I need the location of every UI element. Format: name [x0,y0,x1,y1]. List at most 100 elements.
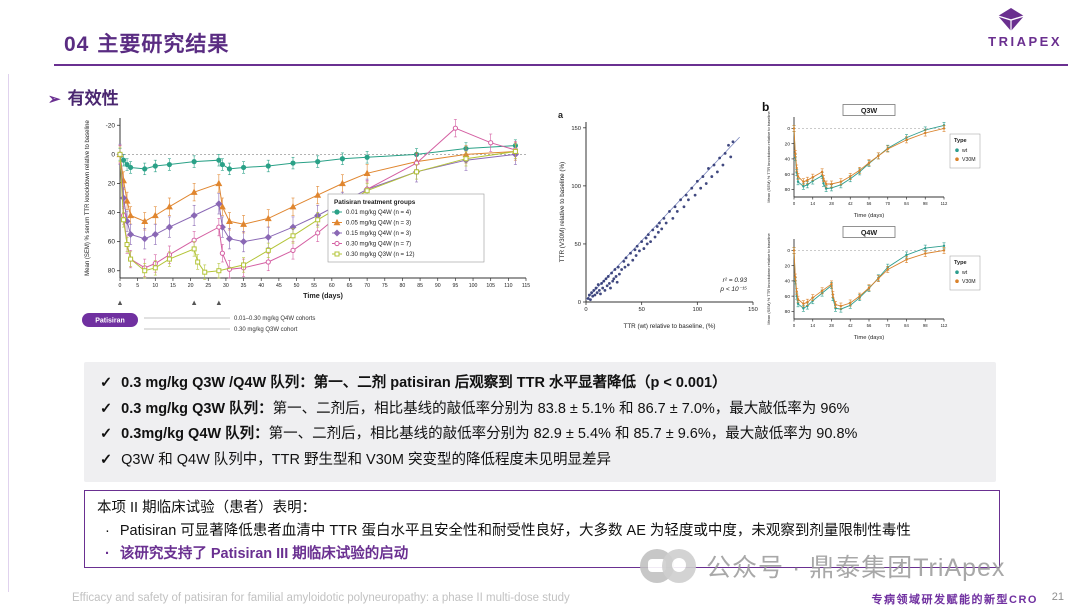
conclusion-item: · Patisiran 可显著降低患者血清中 TTR 蛋白水平且安全性和耐受性良好… [97,520,987,543]
svg-text:20: 20 [108,180,116,187]
svg-text:0.30 mg/kg Q4W (n = 7): 0.30 mg/kg Q4W (n = 7) [346,241,411,248]
svg-text:60: 60 [108,239,116,246]
svg-text:50: 50 [575,242,581,248]
svg-text:115: 115 [522,283,530,289]
svg-text:28: 28 [829,201,834,206]
svg-text:Patisiran treatment groups: Patisiran treatment groups [334,199,416,206]
page-title: 04 主要研究结果 [64,28,229,58]
finding-cohort: 0.3mg/kg Q4W 队列： [121,426,269,442]
svg-text:80: 80 [400,283,406,289]
svg-text:110: 110 [504,283,512,289]
svg-text:0.30 mg/kg Q3W (n = 12): 0.30 mg/kg Q3W (n = 12) [346,251,415,258]
svg-text:98: 98 [923,323,928,328]
svg-text:28: 28 [829,323,834,328]
check-icon: ✓ [100,451,113,468]
svg-text:0: 0 [793,201,796,206]
svg-text:Type: Type [954,138,967,144]
watermark: 公众号 · 鼎泰集团TriApex [640,548,1005,584]
svg-text:40: 40 [108,210,116,217]
finding-item: ✓ 0.3 mg/kg Q3W 队列：第一、二剂后，相比基线的敲低率分别为 83.… [100,397,980,423]
svg-text:25: 25 [205,283,211,289]
svg-text:150: 150 [748,307,758,313]
svg-text:75: 75 [382,283,388,289]
svg-text:100: 100 [469,283,478,289]
svg-text:50: 50 [294,283,300,289]
svg-text:30: 30 [223,283,229,289]
finding-text: 第一、二剂 patisiran 后观察到 TTR 水平显著降低（p < 0.00… [313,375,727,391]
svg-text:40: 40 [785,157,791,163]
svg-text:70: 70 [885,323,890,328]
q3w-q4w-genotype-panels: b Q3W 0 20 40 60 80 0 14 28 42 56 70 84 98 112 Type wt V3… [762,100,982,346]
svg-text:14: 14 [810,201,815,206]
page-number: 21 [1051,591,1064,603]
svg-text:95: 95 [453,283,459,289]
svg-text:14: 14 [810,323,815,328]
svg-text:98: 98 [923,201,928,206]
svg-text:Mean (SEM) % serum TTR knockdo: Mean (SEM) % serum TTR knockdown relativ… [85,120,91,276]
svg-text:r² = 0.93: r² = 0.93 [723,277,748,284]
svg-text:50: 50 [638,307,644,313]
svg-text:Patisiran: Patisiran [95,318,125,325]
conclusion-text: Patisiran 可显著降低患者血清中 TTR 蛋白水平且安全性和耐受性良好，… [119,523,911,539]
svg-text:a: a [558,110,564,120]
svg-text:40: 40 [258,283,264,289]
svg-text:84: 84 [904,201,909,206]
svg-text:45: 45 [276,283,282,289]
header-divider [54,64,1068,66]
svg-text:wt: wt [962,270,968,276]
finding-item: ✓ Q3W 和 Q4W 队列中，TTR 野生型和 V30M 突变型的降低程度未见明… [100,448,980,474]
logo-text: TRIAPEX [988,34,1062,49]
arrow-icon: ➢ [48,91,61,108]
svg-text:20: 20 [785,141,791,147]
svg-text:Time (days): Time (days) [303,291,343,300]
svg-text:0: 0 [119,283,122,289]
section-label: 有效性 [67,89,119,108]
svg-text:60: 60 [785,172,791,178]
svg-text:60: 60 [785,294,791,300]
panel-b-label: b [762,100,770,114]
svg-text:84: 84 [904,323,909,328]
svg-text:TTR (wt) relative to baseline,: TTR (wt) relative to baseline, (%) [623,323,715,330]
svg-text:Q4W: Q4W [861,228,878,237]
triapex-diamond-icon [997,8,1025,31]
svg-text:Q3W: Q3W [861,106,878,115]
svg-text:85: 85 [417,283,423,289]
svg-text:0.30 mg/kg Q3W cohort: 0.30 mg/kg Q3W cohort [234,327,298,333]
ttr-knockdown-dose-response-chart: -20 0 20 40 60 80 0 5 10 15 20 25 30 35 40 45 50 55 60 65 70… [80,108,532,352]
svg-text:0: 0 [584,307,587,313]
svg-text:0.15 mg/kg Q4W (n = 3): 0.15 mg/kg Q4W (n = 3) [346,230,411,237]
svg-text:15: 15 [170,283,176,289]
svg-text:0: 0 [793,323,796,328]
svg-text:56: 56 [867,201,872,206]
svg-text:0.01–0.30 mg/kg Q4W cohorts: 0.01–0.30 mg/kg Q4W cohorts [234,316,315,322]
bullet-icon: · [105,523,110,539]
finding-item: ✓ 0.3 mg/kg Q3W /Q4W 队列：第一、二剂 patisiran 后… [100,371,980,397]
official-account-icon [662,549,696,583]
svg-text:Mean (SEM) % TTR knockdown rel: Mean (SEM) % TTR knockdown relative to b… [766,232,771,324]
svg-text:5: 5 [136,283,139,289]
finding-text: Q3W 和 Q4W 队列中，TTR 野生型和 V30M 突变型的降低程度未见明显… [121,451,611,468]
svg-text:-20: -20 [106,122,116,129]
svg-text:Time (days): Time (days) [854,335,884,341]
svg-text:10: 10 [152,283,158,289]
svg-text:wt: wt [962,148,968,154]
svg-text:90: 90 [435,283,441,289]
section-number: 04 [64,33,90,56]
svg-text:112: 112 [941,201,948,206]
finding-text: 第一、二剂后，相比基线的敲低率分别为 83.8 ± 5.1% 和 86.7 ± … [272,400,850,417]
reference-citation: Efficacy and safety of patisiran for fam… [72,592,570,604]
svg-text:42: 42 [848,201,853,206]
svg-text:100: 100 [692,307,702,313]
triapex-logo: TRIAPEX [988,8,1062,49]
finding-item: ✓ 0.3mg/kg Q4W 队列：第一、二剂后，相比基线的敲低率分别为 82.9… [100,422,980,448]
section-heading: ➢ 有效性 [48,84,119,109]
conclusion-item-highlighted: · 该研究支持了 Patisiran III 期临床试验的启动 [97,543,987,566]
finding-cohort: 0.3 mg/kg Q3W /Q4W 队列： [121,375,314,391]
wt-v30m-correlation-scatter: a 0 0 50 50 100 100 150 150 r² = 0.93 p < 10⁻¹⁵ TTR… [556,108,761,336]
svg-text:Mean (SEM) % TTR knockdown rel: Mean (SEM) % TTR knockdown relative to b… [766,110,771,202]
svg-text:80: 80 [108,268,116,275]
check-icon: ✓ [100,375,113,391]
svg-text:60: 60 [329,283,335,289]
svg-text:Time (days): Time (days) [854,213,884,219]
svg-text:80: 80 [785,309,791,315]
